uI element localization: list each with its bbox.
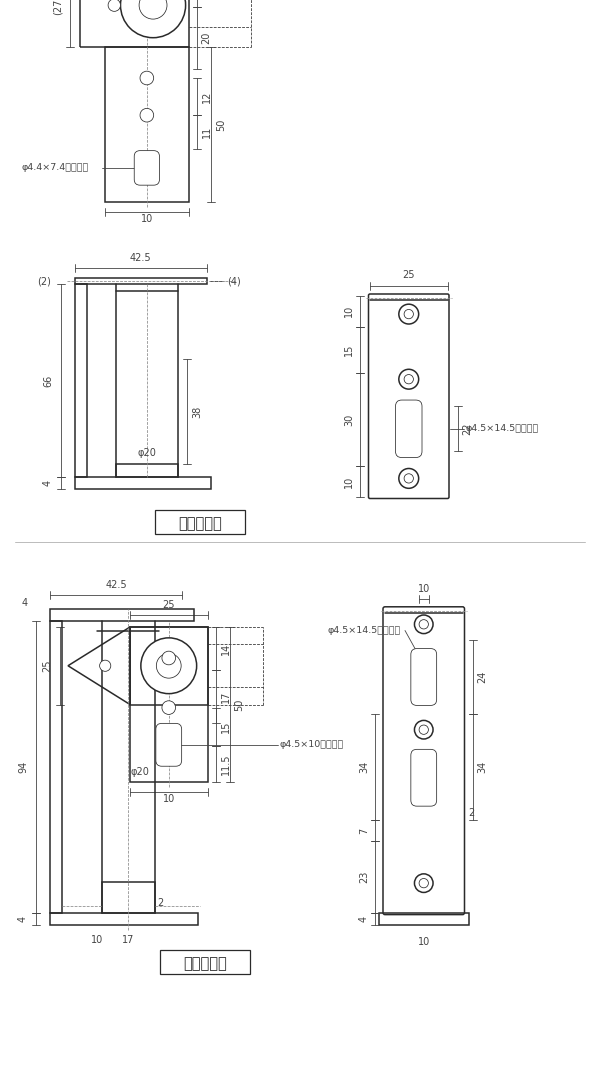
Text: 25: 25 (163, 600, 175, 610)
Text: 15: 15 (221, 721, 230, 733)
Text: 66: 66 (43, 375, 53, 387)
Circle shape (399, 468, 419, 488)
Text: 4: 4 (359, 915, 369, 922)
Bar (102, 882, 155, 912)
Circle shape (157, 654, 181, 679)
Circle shape (415, 721, 433, 739)
Text: 50: 50 (235, 698, 245, 711)
Bar (75, 477, 211, 489)
Text: 10: 10 (163, 794, 175, 805)
Bar (130, 627, 208, 782)
Circle shape (162, 652, 176, 665)
FancyBboxPatch shape (383, 606, 464, 914)
Text: 上部ヒンジ: 上部ヒンジ (178, 517, 222, 532)
Text: 10: 10 (344, 305, 354, 317)
Text: 4: 4 (18, 915, 28, 922)
Text: 17: 17 (122, 935, 134, 945)
Text: (4): (4) (227, 277, 241, 286)
Text: 38: 38 (193, 405, 202, 418)
Bar (130, 627, 208, 704)
FancyBboxPatch shape (156, 724, 182, 766)
Text: 30: 30 (344, 414, 354, 425)
Text: 25: 25 (42, 659, 52, 672)
Circle shape (404, 474, 413, 484)
Text: φ20: φ20 (137, 448, 157, 458)
Bar (50, 609, 194, 621)
Text: 4: 4 (22, 598, 28, 607)
FancyBboxPatch shape (368, 294, 449, 499)
Circle shape (419, 619, 428, 629)
Text: 15: 15 (344, 344, 354, 355)
Text: 25: 25 (403, 270, 415, 280)
Text: 42.5: 42.5 (105, 579, 127, 590)
Circle shape (404, 309, 413, 319)
Circle shape (140, 109, 154, 122)
FancyBboxPatch shape (411, 648, 437, 705)
Text: 4: 4 (43, 479, 53, 486)
FancyBboxPatch shape (411, 750, 437, 807)
Bar (75, 278, 207, 284)
Circle shape (108, 0, 121, 12)
Bar (155, 510, 245, 534)
Bar (80, 0, 188, 47)
Circle shape (139, 0, 167, 19)
Text: 17: 17 (221, 690, 230, 703)
Text: 34: 34 (359, 760, 369, 773)
Text: 50: 50 (216, 118, 226, 130)
Text: 2: 2 (469, 809, 475, 819)
Text: 10: 10 (91, 935, 103, 945)
Circle shape (404, 375, 413, 383)
Text: 下部ヒンジ: 下部ヒンジ (183, 956, 227, 971)
Circle shape (399, 304, 419, 324)
FancyBboxPatch shape (134, 151, 160, 185)
Text: 20: 20 (202, 31, 212, 44)
Text: 11: 11 (202, 126, 212, 138)
Text: 10: 10 (418, 584, 430, 593)
FancyBboxPatch shape (395, 400, 422, 458)
Bar (105, 47, 188, 202)
Text: 42.5: 42.5 (130, 253, 152, 264)
Bar (116, 464, 178, 477)
Text: 24: 24 (478, 671, 487, 683)
Circle shape (419, 725, 428, 735)
Circle shape (399, 369, 419, 389)
Text: φ20: φ20 (130, 767, 149, 777)
Text: (2): (2) (37, 277, 51, 286)
Circle shape (415, 873, 433, 893)
Circle shape (415, 615, 433, 633)
Polygon shape (68, 627, 130, 704)
Circle shape (419, 879, 428, 887)
Circle shape (121, 0, 185, 38)
Text: 10: 10 (141, 214, 153, 224)
Circle shape (162, 701, 176, 714)
Text: φ4.5×14.5スロット: φ4.5×14.5スロット (466, 424, 539, 433)
Bar (75, 284, 88, 477)
Text: φ4.5×14.5スロット: φ4.5×14.5スロット (327, 626, 400, 635)
Bar (379, 912, 469, 925)
Bar (50, 621, 62, 912)
Text: 10: 10 (418, 937, 430, 947)
Circle shape (100, 660, 111, 671)
Bar (160, 950, 250, 974)
Text: 10: 10 (344, 475, 354, 488)
Text: (27): (27) (52, 0, 62, 15)
Text: 2: 2 (158, 898, 164, 908)
Text: 22: 22 (463, 422, 473, 435)
Text: φ4.5×10スロット: φ4.5×10スロット (280, 740, 344, 750)
Text: 23: 23 (359, 871, 369, 883)
Circle shape (141, 638, 197, 694)
Text: 94: 94 (18, 760, 28, 773)
Circle shape (140, 71, 154, 85)
Text: 14: 14 (221, 643, 230, 655)
Text: 12: 12 (202, 90, 212, 102)
Text: 34: 34 (478, 760, 487, 773)
Text: φ4.4×7.4スロット: φ4.4×7.4スロット (22, 164, 89, 172)
Bar (50, 912, 198, 925)
Text: 11.5: 11.5 (221, 754, 230, 775)
Text: 7: 7 (359, 827, 369, 834)
